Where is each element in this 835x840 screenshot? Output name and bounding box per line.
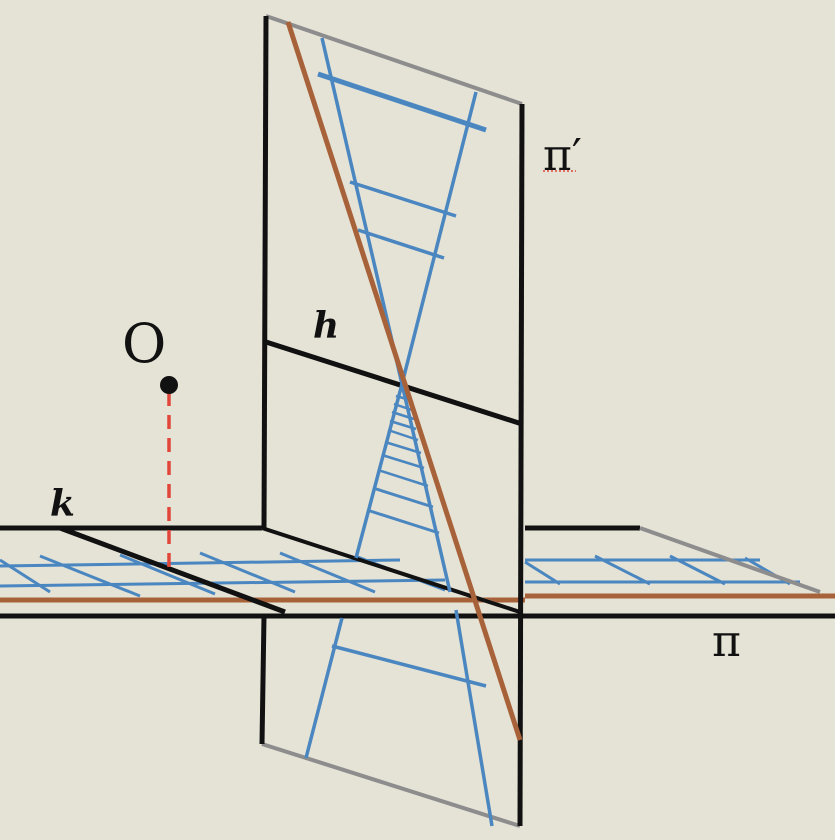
ground-grid-diagonal <box>594 554 651 586</box>
blue-rung <box>391 410 415 421</box>
ground-grid-diagonal <box>119 553 216 596</box>
label-plane-pi-prime: π′ <box>543 130 582 181</box>
picture-plane-top-edge <box>265 14 523 106</box>
ground-plane-right <box>524 525 835 599</box>
ground-plane-left <box>0 525 525 615</box>
ground-grid-diagonal <box>199 551 296 594</box>
label-point-o: O <box>122 312 166 375</box>
blue-rung <box>377 468 429 488</box>
point-o-dot <box>160 376 178 394</box>
blue-converging-line <box>304 617 344 759</box>
ground-grid-diagonal <box>39 554 141 598</box>
ground-grid-diagonal <box>524 560 561 586</box>
picture-plane-right-edge <box>517 103 525 827</box>
brown-diagonal-line <box>285 21 523 741</box>
ground-grid-line <box>0 558 401 568</box>
picture-plane-left-edge-lower <box>259 615 267 745</box>
point-o-group <box>160 376 178 572</box>
picture-plane-left-edge <box>261 15 269 529</box>
blue-converging-line <box>400 91 478 385</box>
line-k <box>59 525 286 615</box>
blue-rung <box>331 644 487 688</box>
blue-rung <box>384 440 422 455</box>
blue-rung <box>381 453 425 470</box>
blue-rung <box>357 228 445 260</box>
blue-converging-line <box>400 383 452 593</box>
ground-grid-line <box>0 578 446 588</box>
ground-right-side-edge <box>639 526 821 594</box>
blue-rung <box>366 508 440 535</box>
label-line-k: k <box>50 483 75 525</box>
label-plane-pi: π <box>712 616 741 667</box>
blue-rung <box>317 71 487 133</box>
ground-grid-diagonal <box>279 551 376 594</box>
line-h <box>265 339 523 427</box>
blue-converging-line <box>454 609 494 827</box>
picture-plane <box>259 14 525 828</box>
ground-grid-diagonal <box>669 554 726 586</box>
blue-rung <box>349 180 457 218</box>
ground-grid-diagonal <box>0 558 51 594</box>
ground-oblique-line <box>261 526 521 614</box>
label-line-h: h <box>313 305 339 347</box>
blue-rung <box>389 419 417 431</box>
blue-rung <box>372 486 434 509</box>
blue-rung <box>393 402 413 412</box>
blue-rung <box>387 428 419 442</box>
